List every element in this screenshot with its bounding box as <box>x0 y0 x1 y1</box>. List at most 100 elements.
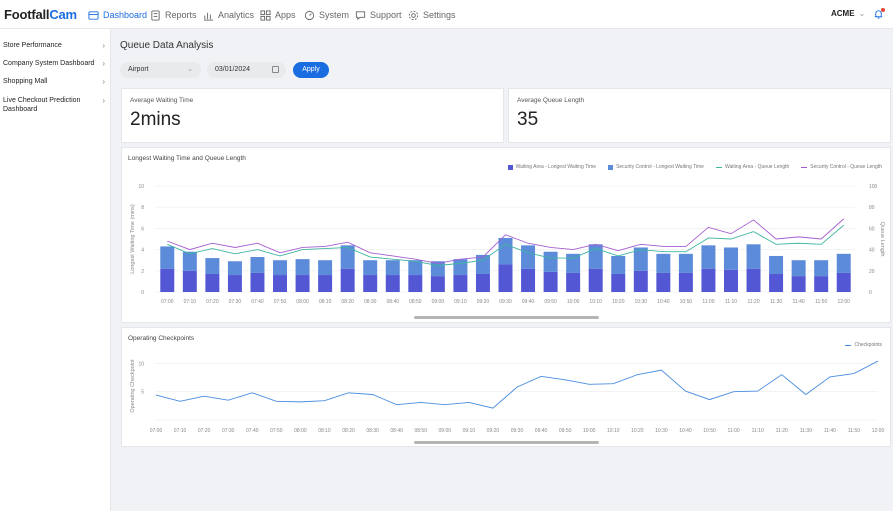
nav-settings[interactable]: Settings <box>408 7 456 23</box>
bar-waiting-area <box>521 268 536 292</box>
x-tick-label: 07:10 <box>184 299 197 305</box>
chart-legend: Checkpoints <box>845 342 882 348</box>
y2-tick-label: 40 <box>869 248 875 254</box>
bar-security-control <box>182 251 197 271</box>
x-tick-label: 11:40 <box>793 299 805 305</box>
nav-analytics[interactable]: Analytics <box>203 7 254 23</box>
chart-title: Longest Waiting Time and Queue Length <box>128 155 246 162</box>
x-tick-label: 08:40 <box>387 299 400 305</box>
bar-waiting-area <box>633 270 648 292</box>
series-line-security-control-queue <box>167 218 845 264</box>
bar-security-control <box>385 260 400 276</box>
bar-waiting-area <box>430 276 445 292</box>
nav-apps[interactable]: Apps <box>260 7 296 23</box>
bar-waiting-area <box>385 275 400 292</box>
bar-waiting-area <box>836 272 851 292</box>
chart-scrollbar[interactable] <box>414 441 599 444</box>
x-tick-label: 11:10 <box>752 428 764 434</box>
kpi-card-average-queue-length: Average Queue Length 35 <box>508 88 891 143</box>
chevron-down-icon: ⌄ <box>858 9 866 18</box>
x-tick-label: 11:50 <box>848 428 860 434</box>
x-tick-label: 07:30 <box>222 428 235 434</box>
dashboard-icon <box>88 10 99 20</box>
x-tick-label: 08:20 <box>341 299 354 305</box>
bar-waiting-area <box>227 275 242 292</box>
x-tick-label: 09:00 <box>439 428 452 434</box>
sidebar-item-company-system-dashboard[interactable]: Company System Dashboard › <box>3 59 105 68</box>
legend-item[interactable]: Security Control - Longest Waiting Time <box>608 164 704 170</box>
x-tick-label: 10:40 <box>679 428 692 434</box>
apply-button[interactable]: Apply <box>293 62 329 78</box>
chevron-right-icon: › <box>102 96 105 105</box>
nav-label: Dashboard <box>103 10 148 20</box>
nav-dashboard[interactable]: Dashboard <box>88 7 147 23</box>
x-tick-label: 07:20 <box>198 428 211 434</box>
brand-logo[interactable]: FootfallCam <box>4 7 77 22</box>
bar-security-control <box>836 253 851 273</box>
sidebar-item-shopping-mall[interactable]: Shopping Mall › <box>3 77 105 86</box>
legend-item[interactable]: Waiting Area - Longest Waiting Time <box>507 164 596 170</box>
chart-legend: Waiting Area - Longest Waiting Time Secu… <box>507 164 882 170</box>
notification-bell-icon[interactable] <box>873 8 885 20</box>
sidebar: Store Performance › Company System Dashb… <box>0 29 111 511</box>
account-menu[interactable]: ACME ⌄ <box>831 9 865 18</box>
x-tick-label: 10:00 <box>583 428 596 434</box>
x-tick-label: 08:20 <box>342 428 355 434</box>
x-tick-label: 09:40 <box>535 428 548 434</box>
legend-label: Security Control - Queue Length <box>810 164 882 170</box>
bar-waiting-area <box>160 268 175 292</box>
nav-support[interactable]: Support <box>355 7 402 23</box>
series-line-checkpoints <box>155 360 879 409</box>
bar-waiting-area <box>250 272 265 292</box>
bar-waiting-area <box>453 275 468 292</box>
date-picker[interactable]: 03/01/2024 <box>207 62 286 78</box>
bar-security-control <box>475 254 490 274</box>
y-tick-label: 4 <box>141 248 144 254</box>
nav-system[interactable]: System <box>304 7 349 23</box>
y-tick-label: 10 <box>138 184 144 190</box>
legend-item[interactable]: Waiting Area - Queue Length <box>715 164 789 170</box>
chevron-down-icon: ⌄ <box>187 66 193 73</box>
x-tick-label: 12:00 <box>837 299 850 305</box>
reports-icon <box>151 9 160 21</box>
bar-security-control <box>408 260 423 276</box>
account-label: ACME <box>831 9 855 18</box>
bar-waiting-area <box>723 269 738 292</box>
bar-security-control <box>723 247 738 270</box>
bar-security-control <box>746 244 761 269</box>
bar-security-control <box>318 260 333 276</box>
x-tick-label: 07:40 <box>251 299 264 305</box>
y2-tick-label: 100 <box>869 184 878 190</box>
legend-label: Checkpoints <box>854 342 882 348</box>
nav-label: Reports <box>165 10 197 20</box>
x-tick-label: 09:20 <box>477 299 490 305</box>
bar-security-control <box>521 245 536 269</box>
x-tick-label: 09:40 <box>522 299 535 305</box>
sidebar-item-label: Live Checkout Prediction Dashboard <box>3 97 81 113</box>
x-tick-label: 08:50 <box>414 428 427 434</box>
top-navigation-bar: FootfallCam Dashboard Reports Analytics … <box>0 0 893 29</box>
x-tick-label: 10:10 <box>607 428 620 434</box>
sidebar-item-store-performance[interactable]: Store Performance › <box>3 41 105 50</box>
legend-item[interactable]: Security Control - Queue Length <box>801 164 882 170</box>
chart-scrollbar[interactable] <box>414 316 599 319</box>
bar-waiting-area <box>295 275 310 292</box>
chevron-right-icon: › <box>102 59 105 68</box>
chevron-right-icon: › <box>102 41 105 50</box>
bar-security-control <box>656 253 671 273</box>
x-tick-label: 09:50 <box>544 299 557 305</box>
legend-item[interactable]: Checkpoints <box>845 342 882 348</box>
x-tick-label: 11:40 <box>824 428 836 434</box>
x-tick-label: 08:00 <box>296 299 309 305</box>
legend-swatch <box>507 164 513 170</box>
location-value: Airport <box>128 66 149 73</box>
y2-tick-label: 20 <box>869 269 875 275</box>
location-select[interactable]: Airport ⌄ <box>120 62 201 78</box>
sidebar-item-live-checkout-prediction[interactable]: Live Checkout Prediction Dashboard › <box>3 96 105 114</box>
nav-reports[interactable]: Reports <box>150 7 197 23</box>
legend-swatch <box>845 344 852 346</box>
support-icon <box>355 10 366 20</box>
bar-waiting-area <box>205 273 220 292</box>
bar-security-control <box>633 247 648 271</box>
x-tick-label: 08:30 <box>366 428 379 434</box>
